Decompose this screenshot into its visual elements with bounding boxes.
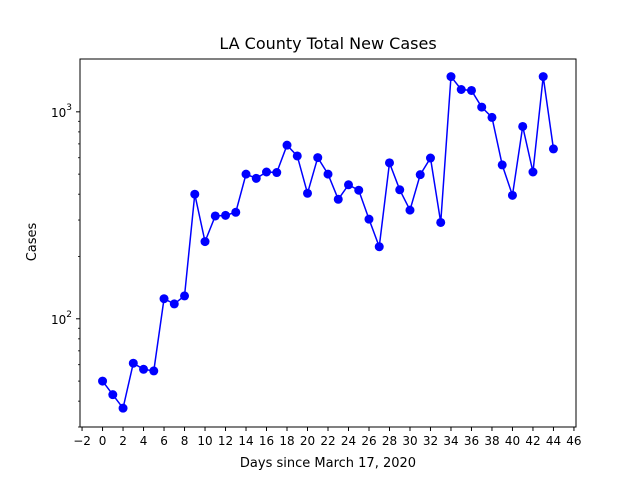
x-tick-label: 44 bbox=[546, 434, 561, 448]
series-line bbox=[101, 74, 555, 410]
data-point bbox=[292, 151, 302, 161]
x-tick-label: 18 bbox=[279, 434, 294, 448]
data-point bbox=[200, 237, 210, 247]
data-point bbox=[487, 112, 497, 122]
y-axis: 102 103 bbox=[51, 103, 80, 428]
data-point bbox=[241, 169, 251, 179]
data-point bbox=[169, 299, 179, 309]
data-point bbox=[118, 403, 128, 413]
data-point bbox=[384, 158, 394, 168]
data-point bbox=[282, 140, 292, 150]
x-tick-label: 26 bbox=[361, 434, 376, 448]
y-tick-label: 103 bbox=[51, 103, 72, 120]
x-tick-label: 8 bbox=[181, 434, 189, 448]
data-point bbox=[497, 160, 507, 170]
x-tick-label: 2 bbox=[119, 434, 127, 448]
x-tick-label: 20 bbox=[300, 434, 315, 448]
data-point bbox=[354, 185, 364, 195]
data-point bbox=[108, 390, 118, 400]
x-tick-label: 34 bbox=[443, 434, 458, 448]
data-point bbox=[180, 291, 190, 301]
x-tick-label: 24 bbox=[341, 434, 356, 448]
data-point bbox=[159, 294, 169, 304]
data-point bbox=[538, 72, 548, 82]
plot-area bbox=[79, 58, 577, 428]
data-point bbox=[395, 185, 405, 195]
x-tick-label: 36 bbox=[464, 434, 479, 448]
data-point bbox=[333, 194, 343, 204]
data-point bbox=[425, 153, 435, 163]
data-point bbox=[231, 207, 241, 217]
x-tick-label: 40 bbox=[505, 434, 520, 448]
data-point bbox=[344, 180, 353, 190]
data-point bbox=[374, 242, 384, 252]
x-tick-label: 42 bbox=[525, 434, 540, 448]
data-point bbox=[323, 169, 333, 179]
chart-title: LA County Total New Cases bbox=[219, 34, 436, 53]
data-point bbox=[262, 167, 272, 177]
data-point bbox=[507, 190, 517, 200]
data-point bbox=[405, 205, 415, 215]
x-axis: −2 0 2 4 6 8 10 12 14 16 18 20 22 24 26 28 30 32 34 36 38 40 4… bbox=[73, 427, 582, 448]
y-tick-label: 102 bbox=[51, 310, 72, 327]
data-point bbox=[436, 217, 446, 227]
data-point bbox=[466, 85, 476, 95]
data-point bbox=[251, 173, 261, 183]
data-point bbox=[456, 85, 466, 94]
data-point bbox=[221, 210, 231, 220]
x-tick-label: 6 bbox=[160, 434, 168, 448]
data-point bbox=[364, 214, 374, 224]
x-tick-label: 28 bbox=[382, 434, 397, 448]
data-point bbox=[528, 167, 538, 177]
x-tick-label: 14 bbox=[238, 434, 253, 448]
y-axis-label: Cases bbox=[25, 222, 40, 261]
x-tick-label: 10 bbox=[197, 434, 212, 448]
data-point bbox=[149, 366, 159, 376]
x-tick-label: 38 bbox=[484, 434, 499, 448]
x-tick-label: 32 bbox=[423, 434, 438, 448]
data-point bbox=[548, 144, 558, 154]
x-tick-label: 12 bbox=[218, 434, 233, 448]
data-point bbox=[303, 188, 312, 198]
data-point bbox=[98, 376, 108, 386]
x-tick-label: 4 bbox=[140, 434, 148, 448]
data-point bbox=[139, 364, 149, 374]
x-tick-label: 30 bbox=[402, 434, 417, 448]
x-tick-label: 22 bbox=[320, 434, 335, 448]
data-point bbox=[128, 358, 138, 368]
x-axis-label: Days since March 17, 2020 bbox=[240, 456, 416, 471]
x-tick-label: 0 bbox=[99, 434, 107, 448]
x-tick-label: 46 bbox=[566, 434, 581, 448]
data-point bbox=[415, 170, 425, 180]
data-point bbox=[446, 72, 456, 82]
data-point bbox=[190, 189, 200, 199]
data-point bbox=[272, 168, 282, 178]
x-tick-label: −2 bbox=[73, 434, 91, 448]
x-tick-label: 16 bbox=[259, 434, 274, 448]
data-point bbox=[313, 153, 323, 163]
data-point bbox=[477, 102, 487, 112]
data-point bbox=[210, 211, 220, 221]
data-point bbox=[518, 121, 528, 131]
